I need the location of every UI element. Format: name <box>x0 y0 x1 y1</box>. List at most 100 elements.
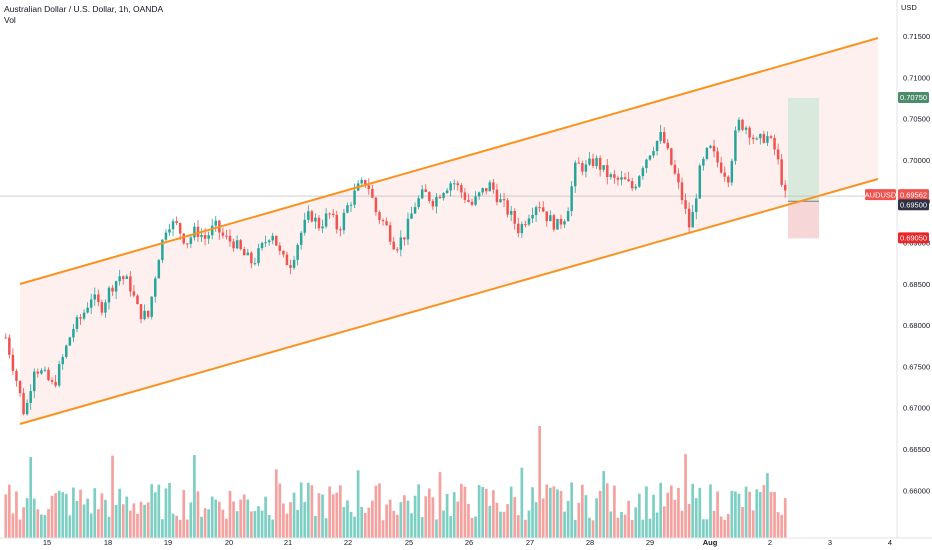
volume-bar <box>367 507 371 538</box>
volume-bar <box>214 499 218 538</box>
price-tick-label: 0.66500 <box>903 445 930 454</box>
candle-body <box>360 180 363 184</box>
candle-body <box>538 207 541 209</box>
candle-body <box>449 183 452 191</box>
volume-bar <box>602 471 606 538</box>
candle-body <box>741 119 744 130</box>
price-tick-label: 0.68500 <box>903 280 930 289</box>
volume-bar <box>146 502 150 538</box>
candle-body <box>452 183 456 185</box>
candle-body <box>520 224 524 234</box>
volume-bar <box>200 516 203 538</box>
volume-bar <box>741 507 744 538</box>
volume-bar <box>257 506 260 538</box>
price-tick-label: 0.68000 <box>903 321 930 330</box>
candle-body <box>691 212 694 228</box>
volume-bar <box>751 510 755 538</box>
volume-bar <box>153 492 157 538</box>
volume-bar <box>509 486 513 538</box>
take-profit-tag: 0.70750 <box>900 93 927 102</box>
volume-bar <box>314 515 317 538</box>
volume-bar <box>306 482 310 538</box>
candle-body <box>203 235 207 239</box>
volume-bar <box>296 509 299 538</box>
candle-body <box>474 196 477 205</box>
entry-tag-bg <box>898 199 929 211</box>
volume-bar <box>584 495 588 538</box>
symbol-tag-bg <box>865 189 896 201</box>
candle-body <box>271 235 274 241</box>
candle-body <box>488 182 492 192</box>
volume-bar <box>719 516 723 538</box>
time-tick-label: 26 <box>465 538 473 547</box>
volume-bar <box>25 498 29 538</box>
volume-bar <box>748 491 751 538</box>
volume-bar <box>410 513 413 538</box>
volume-bar <box>128 510 132 538</box>
candle-body <box>545 211 549 222</box>
candle-body <box>335 214 339 230</box>
volume-bar <box>185 519 189 538</box>
volume-bar <box>577 502 581 538</box>
volume-bar <box>548 487 552 538</box>
candle-body <box>250 252 253 264</box>
volume-bar <box>531 487 534 538</box>
volume-bar <box>36 509 40 538</box>
symbol-tag: AUDUSD <box>865 190 897 199</box>
candle-body <box>677 173 680 183</box>
channel-lower-line[interactable] <box>19 178 879 425</box>
volume-bar <box>335 492 339 538</box>
candle-body <box>4 337 8 339</box>
candle-body <box>456 183 460 186</box>
candle-body <box>670 148 673 165</box>
candle-body <box>734 130 737 161</box>
volume-bar <box>762 485 766 538</box>
candle-body <box>769 136 773 138</box>
volume-bar <box>203 508 207 538</box>
candle-body <box>65 345 68 358</box>
candle-body <box>759 134 762 139</box>
volume-bar <box>513 497 517 538</box>
volume-bar <box>271 519 275 538</box>
candle-body <box>431 200 435 207</box>
volume-layer <box>4 426 787 538</box>
volume-bar <box>484 488 488 538</box>
take-profit-zone <box>788 97 819 202</box>
volume-bar <box>766 473 769 538</box>
volume-bar <box>716 491 719 538</box>
candle-body <box>573 162 577 187</box>
volume-bar <box>776 512 780 538</box>
candle-body <box>442 193 445 199</box>
candle-body <box>477 192 481 197</box>
volume-bar <box>72 487 75 538</box>
candle-body <box>260 242 264 249</box>
volume-bar <box>349 511 353 538</box>
volume-bar <box>114 504 118 538</box>
volume-bar <box>570 482 574 538</box>
candle-body <box>75 317 79 329</box>
volume-bar <box>210 496 214 538</box>
volume-bar <box>438 472 442 538</box>
candle-body <box>8 337 11 355</box>
volume-bar <box>655 512 659 538</box>
volume-bar <box>338 485 342 538</box>
volume-bar <box>385 504 388 538</box>
candle-body <box>499 199 502 203</box>
candle-body <box>673 164 677 174</box>
channel-upper-line[interactable] <box>19 37 879 285</box>
volume-bar <box>250 511 253 538</box>
candle-body <box>72 328 75 338</box>
volume-bar <box>445 493 449 538</box>
candle-body <box>40 370 43 374</box>
candle-body <box>606 165 609 178</box>
volume-bar <box>527 510 531 538</box>
volume-bar <box>121 504 125 538</box>
volume-bar <box>463 486 467 538</box>
volume-bar <box>54 493 57 538</box>
candle-body <box>164 232 168 240</box>
channel-layer[interactable] <box>19 37 879 425</box>
candle-body <box>136 295 139 305</box>
candle-body <box>86 307 89 313</box>
